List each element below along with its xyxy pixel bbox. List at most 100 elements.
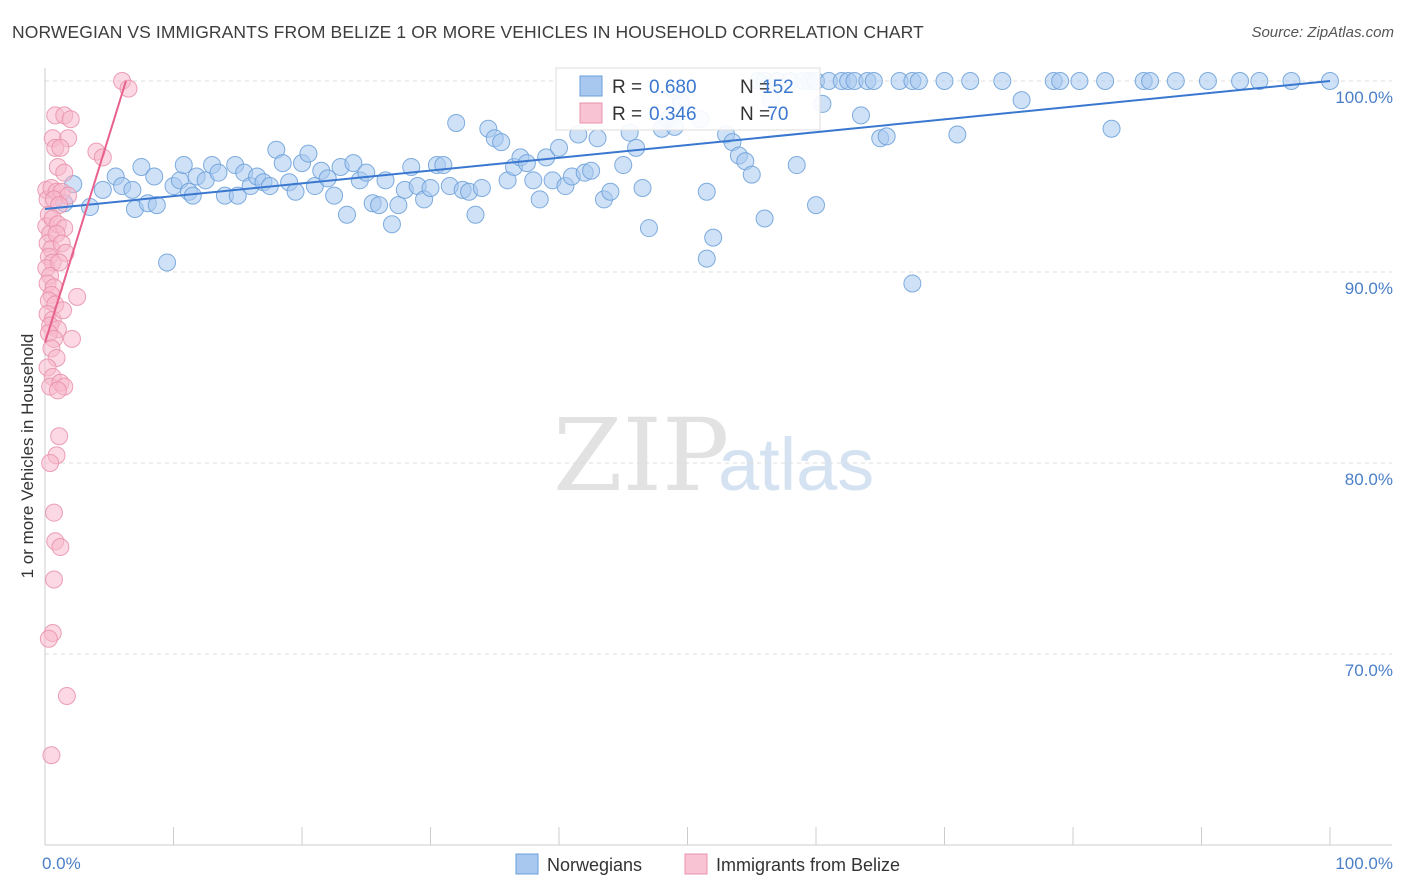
data-point bbox=[472, 178, 491, 197]
data-point bbox=[1102, 119, 1121, 138]
data-point bbox=[62, 329, 81, 348]
data-point bbox=[755, 209, 774, 228]
data-point bbox=[50, 253, 69, 272]
data-point bbox=[209, 163, 228, 182]
data-point bbox=[582, 161, 601, 180]
legend-swatch-pink bbox=[579, 102, 603, 124]
data-point bbox=[948, 125, 967, 144]
data-point bbox=[633, 178, 652, 197]
data-point bbox=[145, 167, 164, 186]
legend-r-value-2: 0.346 bbox=[649, 104, 697, 125]
data-point bbox=[704, 228, 723, 247]
data-point bbox=[877, 127, 896, 146]
data-point bbox=[421, 178, 440, 197]
data-point bbox=[55, 163, 74, 182]
data-point bbox=[1250, 72, 1269, 90]
data-point bbox=[1012, 91, 1031, 110]
stats-legend: R = 0.680 N = 152 R = 0.346 N = 70 bbox=[555, 67, 821, 131]
data-point bbox=[344, 154, 363, 173]
data-point bbox=[318, 169, 337, 188]
data-point bbox=[742, 165, 761, 184]
y-tick-label: 100.0% bbox=[1335, 88, 1393, 107]
data-point bbox=[325, 186, 344, 205]
trend-line-belize bbox=[44, 80, 127, 343]
data-point bbox=[51, 538, 70, 557]
legend-n-value-1: 152 bbox=[762, 77, 794, 98]
data-point bbox=[627, 138, 646, 157]
y-tick-label: 90.0% bbox=[1345, 279, 1393, 298]
watermark-zip: ZIP bbox=[553, 397, 729, 514]
data-point bbox=[1166, 72, 1185, 90]
data-point bbox=[697, 182, 716, 201]
y-tick-label: 70.0% bbox=[1345, 661, 1393, 680]
trend-lines bbox=[44, 80, 1331, 343]
grid-lines bbox=[45, 80, 1392, 655]
data-point bbox=[787, 156, 806, 175]
data-point bbox=[447, 114, 466, 133]
data-point bbox=[1070, 72, 1089, 90]
data-point bbox=[961, 72, 980, 90]
watermark-atlas: atlas bbox=[718, 423, 874, 506]
data-point bbox=[57, 687, 76, 706]
data-point bbox=[851, 106, 870, 125]
data-point bbox=[697, 249, 716, 268]
x-tick-labels: 0.0% 100.0% bbox=[42, 854, 1393, 873]
data-point bbox=[370, 196, 389, 215]
data-point bbox=[299, 144, 318, 163]
data-point bbox=[132, 157, 151, 176]
series-legend: Norwegians Immigrants from Belize bbox=[515, 853, 900, 875]
data-point bbox=[61, 110, 80, 129]
data-point bbox=[42, 746, 61, 765]
legend-n-label-1: N = bbox=[740, 77, 770, 98]
legend-n-label-2: N = bbox=[740, 104, 770, 125]
data-point bbox=[807, 196, 825, 215]
data-point bbox=[993, 72, 1012, 90]
data-point bbox=[588, 129, 607, 148]
data-point bbox=[93, 180, 112, 199]
bottom-legend-swatch-belize bbox=[684, 853, 708, 875]
data-point bbox=[530, 190, 549, 209]
data-point bbox=[492, 133, 511, 152]
data-point bbox=[864, 72, 883, 90]
data-point bbox=[1231, 72, 1250, 90]
data-point bbox=[50, 427, 69, 446]
data-point bbox=[382, 215, 401, 234]
data-point bbox=[1141, 72, 1160, 90]
data-point bbox=[273, 154, 292, 173]
watermark: ZIP atlas bbox=[553, 397, 874, 514]
bottom-legend-swatch-norwegians bbox=[515, 853, 539, 875]
data-point bbox=[48, 381, 67, 400]
data-point bbox=[517, 154, 536, 173]
data-point bbox=[357, 163, 376, 182]
series-belize bbox=[37, 72, 138, 765]
data-point bbox=[337, 205, 356, 224]
legend-r-label-2: R = bbox=[612, 104, 642, 125]
data-point bbox=[601, 182, 620, 201]
data-point bbox=[80, 198, 99, 217]
data-point bbox=[51, 138, 70, 157]
legend-swatch-blue bbox=[579, 75, 603, 97]
trend-line-norwegians bbox=[44, 80, 1331, 210]
data-point bbox=[550, 138, 568, 157]
data-point bbox=[68, 287, 87, 306]
data-point bbox=[1198, 72, 1217, 90]
legend-n-value-2: 70 bbox=[762, 104, 788, 125]
y-tick-labels: 70.0% 80.0% 90.0% 100.0% bbox=[1335, 88, 1393, 680]
data-point bbox=[41, 454, 60, 472]
source-credit: Source: ZipAtlas.com bbox=[1251, 24, 1394, 41]
data-point bbox=[1282, 72, 1301, 90]
data-point bbox=[174, 156, 193, 175]
data-point bbox=[614, 156, 633, 175]
data-point bbox=[158, 253, 177, 272]
data-point bbox=[147, 196, 166, 215]
bottom-legend-belize: Immigrants from Belize bbox=[716, 855, 900, 875]
data-point bbox=[466, 205, 485, 224]
data-point bbox=[935, 72, 954, 90]
data-point bbox=[389, 196, 408, 215]
legend-r-value-1: 0.680 bbox=[649, 77, 697, 98]
data-point bbox=[1051, 72, 1070, 90]
x-tick-label-max: 100.0% bbox=[1335, 854, 1393, 873]
data-point bbox=[44, 503, 63, 522]
y-tick-label: 80.0% bbox=[1345, 470, 1393, 489]
